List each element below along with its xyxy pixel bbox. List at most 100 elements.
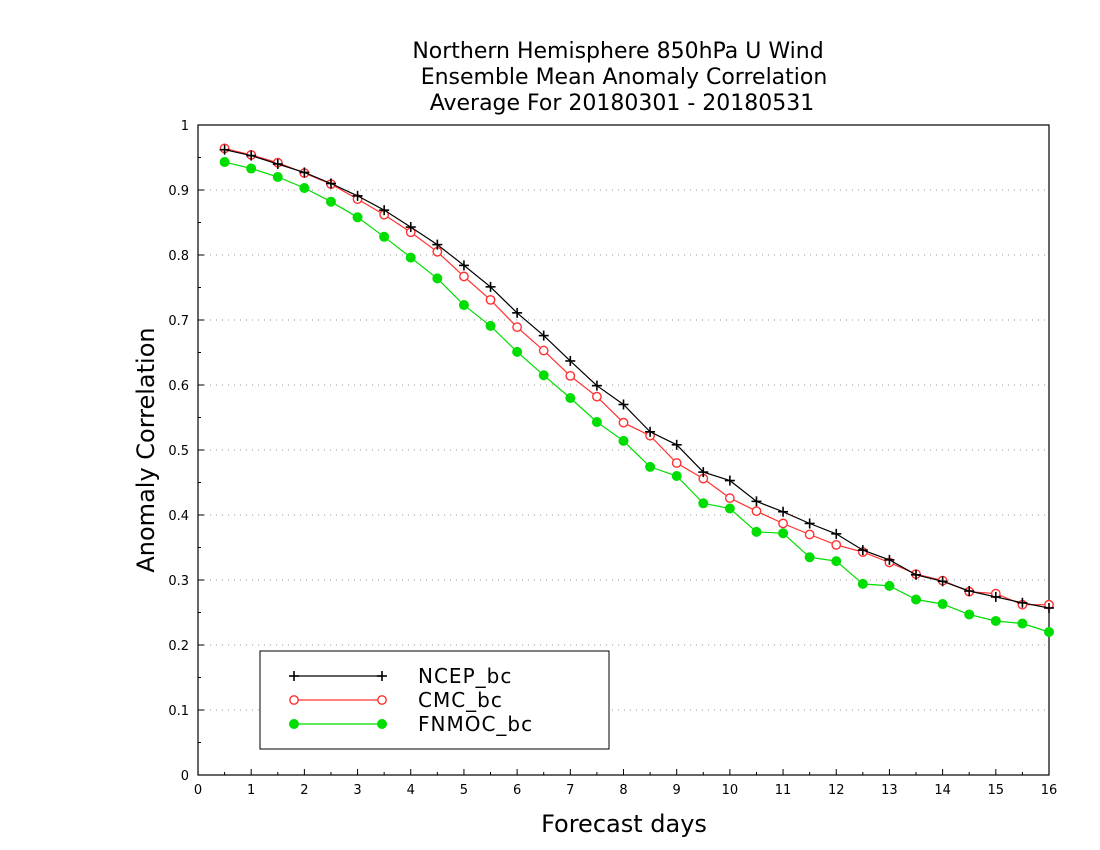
legend-entry-fnmoc-bc: FNMOC_bc [289, 712, 533, 736]
fnmoc-bc-point [485, 320, 496, 331]
fnmoc-bc-point [458, 300, 469, 311]
ncep-bc-point [724, 475, 735, 486]
fnmoc-bc-point [751, 526, 762, 537]
fnmoc-bc-point [724, 503, 735, 514]
y-tick-label: 0.7 [168, 314, 189, 329]
ncep-bc-point [804, 518, 815, 529]
fnmoc-bc-point [538, 370, 549, 381]
fnmoc-bc-point [1044, 627, 1054, 637]
x-tick-label: 8 [619, 783, 627, 798]
ncep-bc-point [751, 496, 762, 507]
cmc-bc-point [618, 417, 629, 428]
y-tick-label: 0.5 [168, 444, 189, 459]
y-tick-label: 0 [181, 769, 189, 784]
fnmoc-bc-point [964, 609, 975, 620]
series [219, 143, 1054, 637]
fnmoc-bc-point [432, 273, 443, 284]
cmc-bc-point [671, 458, 682, 468]
cmc-bc-point [751, 506, 762, 516]
cmc-bc-point [565, 370, 576, 381]
cmc-bc-point [538, 345, 549, 356]
fnmoc-bc-point [937, 599, 948, 610]
ncep-bc-point [379, 205, 390, 216]
fnmoc-bc-series [219, 157, 1054, 637]
x-tick-label: 15 [988, 783, 1005, 798]
ncep-bc-point [299, 167, 310, 178]
fnmoc-bc-point [618, 435, 629, 446]
legend-fnmoc-bc-start-point [289, 719, 299, 729]
fnmoc-bc-point [512, 346, 523, 357]
cmc-bc-line [224, 147, 1049, 606]
ncep-bc-point [964, 586, 975, 597]
x-tick-label: 2 [300, 783, 308, 798]
ncep-bc-point [778, 506, 789, 517]
fnmoc-bc-point [379, 231, 390, 242]
fnmoc-bc-point [698, 498, 709, 509]
x-tick-label: 3 [353, 783, 361, 798]
fnmoc-bc-point [565, 393, 576, 403]
fnmoc-bc-point [299, 183, 310, 194]
legend-label: NCEP_bc [418, 664, 512, 688]
ncep-bc-point [432, 239, 443, 250]
ncep-bc-point [1017, 597, 1028, 608]
y-tick-label: 0.4 [168, 509, 189, 524]
ncep-bc-point [990, 591, 1001, 602]
legend-cmc-bc-start-point [289, 695, 299, 705]
cmc-bc-point [512, 322, 523, 333]
fnmoc-bc-point [352, 212, 363, 223]
fnmoc-bc-point [671, 471, 682, 481]
y-axis-title: Anomaly Correlation [132, 327, 160, 572]
ncep-bc-point [485, 281, 496, 292]
ncep-bc-point [645, 426, 656, 437]
legend-label: FNMOC_bc [418, 712, 533, 736]
ncep-bc-point [219, 144, 230, 155]
x-tick-label: 4 [407, 783, 415, 798]
x-tick-label: 9 [673, 783, 681, 798]
fnmoc-bc-point [884, 580, 895, 591]
ncep-bc-point [671, 439, 682, 450]
grid [198, 189, 1049, 711]
title-line-1: Northern Hemisphere 850hPa U Wind [412, 39, 823, 64]
legend-ncep-bc-end-point [377, 671, 387, 681]
y-tick-label: 0.9 [168, 184, 189, 199]
x-axis-title: Forecast days [541, 810, 707, 838]
ncep-bc-series [219, 144, 1054, 613]
fnmoc-bc-point [857, 578, 868, 589]
ncep-bc-point [458, 260, 469, 271]
y-axis: 0 0.1 0.2 0.3 0.4 0.5 0.6 0.7 0.8 0.9 1 [168, 119, 204, 784]
ncep-bc-point [512, 307, 523, 318]
fnmoc-bc-point [219, 157, 230, 168]
legend-entry-cmc-bc: CMC_bc [289, 688, 502, 712]
cmc-bc-point [778, 518, 788, 529]
x-tick-label: 10 [722, 783, 739, 798]
y-tick-label: 0.8 [168, 249, 189, 264]
ncep-bc-point [352, 190, 363, 201]
chart-title: Northern Hemisphere 850hPa U Wind Ensemb… [412, 39, 827, 116]
x-tick-label: 0 [194, 783, 202, 798]
legend-cmc-bc-end-point [377, 695, 387, 705]
fnmoc-bc-point [1017, 618, 1028, 629]
fnmoc-bc-point [911, 594, 922, 605]
y-tick-label: 0.6 [168, 379, 189, 394]
cmc-bc-series [219, 143, 1054, 610]
cmc-bc-point [459, 271, 469, 282]
title-line-2: Ensemble Mean Anomaly Correlation [421, 65, 828, 90]
x-tick-label: 12 [828, 783, 845, 798]
ncep-bc-line [224, 149, 1050, 609]
legend-ncep-bc-start-point [289, 671, 299, 681]
y-tick-label: 0.1 [168, 704, 189, 719]
fnmoc-bc-point [591, 417, 602, 428]
x-tick-label: 13 [881, 783, 898, 798]
ncep-bc-point [591, 380, 602, 391]
fnmoc-bc-point [831, 556, 842, 567]
ncep-bc-point [698, 467, 709, 478]
ncep-bc-point [272, 159, 283, 169]
ncep-bc-point [618, 399, 629, 410]
x-tick-label: 16 [1041, 783, 1058, 798]
y-tick-label: 0.3 [168, 574, 189, 589]
cmc-bc-point [724, 493, 735, 503]
cmc-bc-point [485, 294, 496, 305]
y-tick-label: 1 [181, 119, 189, 134]
fnmoc-bc-point [804, 552, 815, 563]
